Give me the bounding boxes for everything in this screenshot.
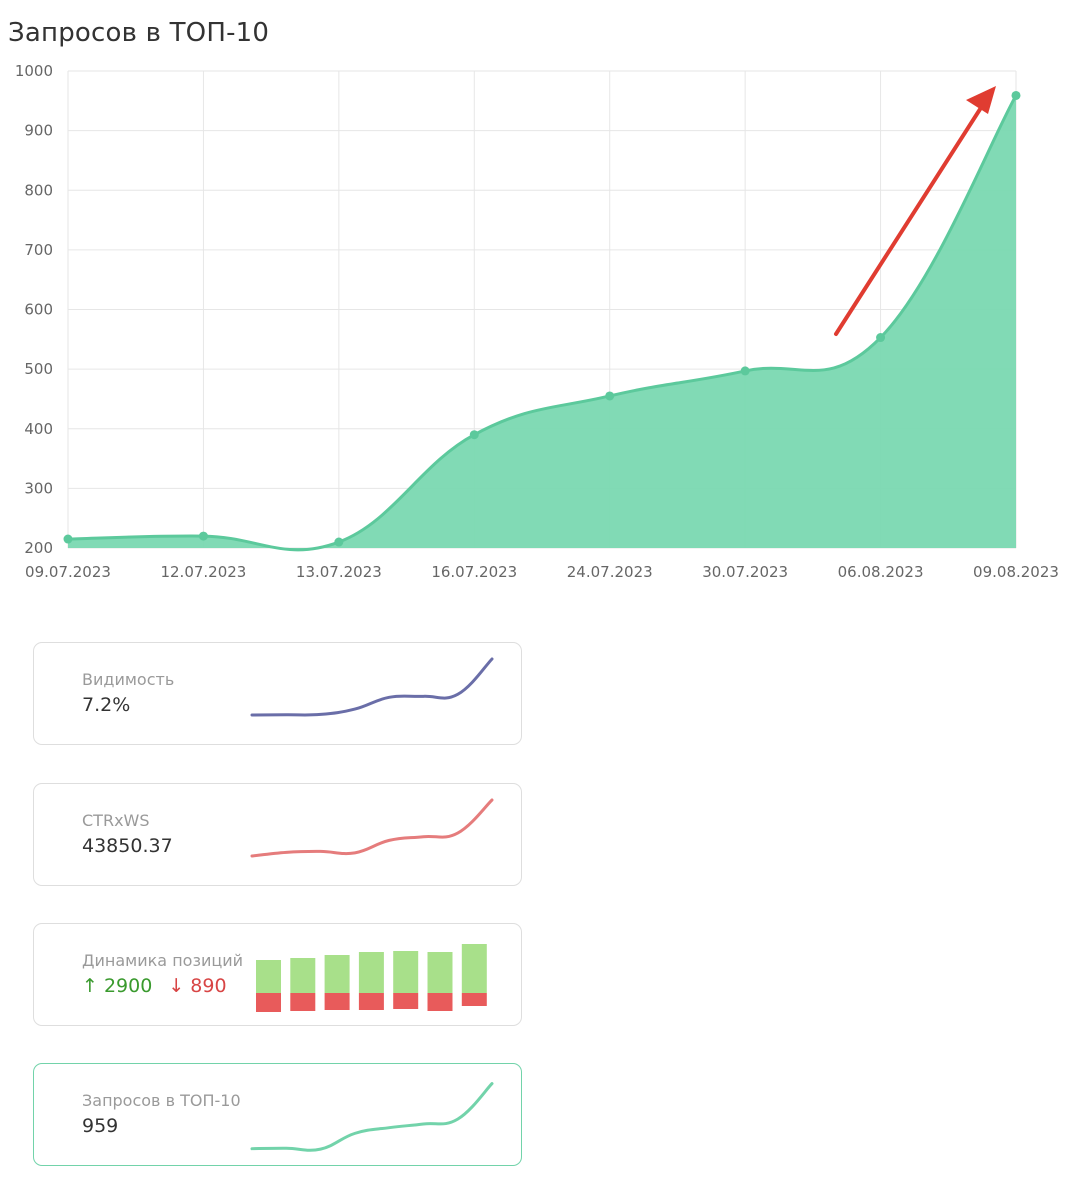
bar-up [358,952,384,993]
trend-arrow-line [834,101,986,336]
data-point[interactable] [740,366,750,376]
bar-down [393,993,419,1009]
y-tick-label: 700 [24,241,53,259]
data-point[interactable] [198,531,208,541]
area-fill [68,95,1016,550]
x-tick-label: 06.08.2023 [838,563,924,581]
card-visibility[interactable]: Видимость 7.2% [33,642,522,745]
card-value: 959 [82,1115,119,1137]
card-value: ↑ 2900 ↓ 890 [82,975,227,997]
data-point[interactable] [1011,90,1021,100]
data-point[interactable] [876,333,886,343]
sparkline-path [250,798,494,858]
bar-down [256,993,281,1012]
bar-down [290,993,316,1011]
y-tick-label: 600 [24,301,53,319]
y-tick-label: 500 [24,360,53,378]
data-point[interactable] [605,391,615,401]
y-tick-label: 400 [24,420,53,438]
sparkline-path [250,1082,494,1152]
card-value: 43850.37 [82,835,173,857]
bar-up [461,944,487,993]
x-tick-label: 12.07.2023 [160,563,246,581]
x-tick-label: 30.07.2023 [702,563,788,581]
card-ctrxws[interactable]: CTRxWS 43850.37 [33,783,522,886]
sparkline-path [250,657,494,717]
card-label: Динамика позиций [82,951,244,970]
positions-up-value: ↑ 2900 [82,975,153,997]
data-point[interactable] [63,534,73,544]
card-top10-queries[interactable]: Запросов в ТОП-10 959 [33,1063,522,1166]
main-chart: 200 300 400 500 600 700 800 900 1000 09.07.2023 12… [15,62,1059,581]
card-label: CTRxWS [82,811,150,830]
card-label: Видимость [82,670,175,689]
x-tick-label: 13.07.2023 [296,563,382,581]
sparkline [250,1082,494,1152]
card-value: 7.2% [82,694,131,716]
x-tick-label: 09.07.2023 [25,563,111,581]
sparkline [250,657,494,717]
card-position-dynamics[interactable]: Динамика позиций ↑ 2900 ↓ 890 [33,923,522,1026]
trend-arrow-head [966,86,996,114]
y-tick-label: 1000 [15,62,53,80]
x-tick-label: 24.07.2023 [567,563,653,581]
y-tick-label: 900 [24,122,53,140]
bar-up [256,960,281,993]
positions-down-value: ↓ 890 [168,975,227,997]
sparkline [250,798,494,858]
bar-up [427,952,453,993]
y-tick-label: 200 [24,539,53,557]
bar-down [461,993,487,1006]
sparkline [256,944,487,1012]
card-label: Запросов в ТОП-10 [82,1091,241,1110]
bar-down [358,993,384,1010]
y-tick-label: 800 [24,181,53,199]
bar-up [393,951,419,993]
y-tick-label: 300 [24,479,53,497]
bar-down [324,993,350,1010]
x-tick-label: 16.07.2023 [431,563,517,581]
chart-title: Запросов в ТОП-10 [8,18,270,48]
data-point[interactable] [469,430,479,440]
data-point[interactable] [334,537,344,547]
x-tick-label: 09.08.2023 [973,563,1059,581]
bar-down [427,993,453,1011]
bar-up [324,955,350,993]
bar-up [290,958,316,993]
